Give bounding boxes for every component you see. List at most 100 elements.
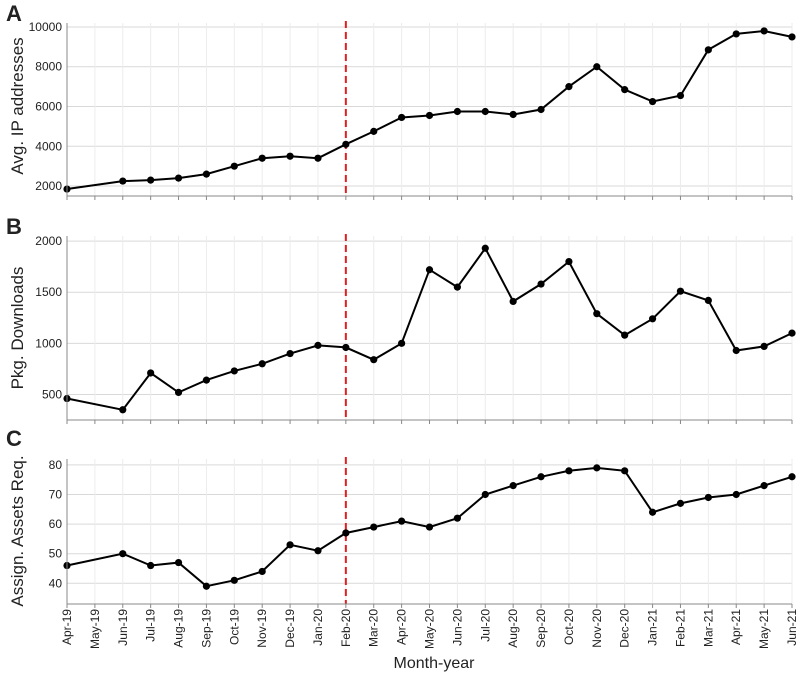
x-tick-label: May-19 — [88, 609, 102, 649]
data-point-b — [342, 343, 350, 352]
data-point-b — [509, 297, 517, 306]
x-tick-label: Jan-21 — [646, 609, 660, 646]
ylabel-a: Avg. IP addresses — [8, 37, 27, 174]
data-point-a — [370, 127, 378, 135]
y-tick-label-c: 40 — [49, 576, 63, 590]
data-point-b — [398, 339, 406, 347]
data-point-a — [565, 83, 573, 91]
y-tick-label-c: 70 — [49, 488, 63, 502]
data-point-b — [760, 342, 768, 350]
data-point-a — [202, 170, 211, 178]
x-tick-label: Aug-19 — [172, 609, 186, 648]
y-tick-label-a: 4000 — [35, 139, 62, 153]
data-point-c — [370, 523, 378, 531]
data-point-a — [258, 154, 266, 162]
x-tick-label: Feb-21 — [673, 609, 687, 647]
data-point-a — [704, 46, 712, 54]
y-tick-label-a: 8000 — [35, 60, 62, 74]
data-point-a — [676, 91, 685, 100]
y-tick-label-c: 50 — [49, 547, 63, 561]
data-point-a — [453, 107, 461, 116]
data-point-b — [314, 341, 322, 349]
data-point-c — [174, 558, 183, 567]
data-point-b — [621, 331, 629, 339]
y-tick-label-a: 10000 — [29, 20, 63, 34]
data-point-a — [509, 110, 517, 119]
series-line-a — [66, 29, 793, 190]
x-tick-label: Nov-20 — [590, 609, 604, 648]
x-axis-ticks: Apr-19 May-19 Jun-19 Jul-19 Aug-19 Sep-19 Oct-… — [60, 609, 799, 649]
y-tick-label-b: 1500 — [35, 285, 62, 299]
data-point-c — [342, 529, 350, 537]
data-point-a — [314, 154, 322, 162]
data-point-a — [230, 162, 238, 170]
x-tick-label: Dec-19 — [283, 609, 297, 648]
series-line-c — [66, 466, 793, 588]
data-point-c — [119, 550, 127, 558]
data-point-c — [788, 473, 796, 481]
data-point-c — [230, 576, 238, 584]
data-point-a — [398, 113, 406, 122]
data-point-a — [119, 177, 127, 185]
data-point-b — [593, 310, 601, 318]
data-point-c — [147, 561, 155, 570]
y-tick-label-b: 500 — [42, 387, 62, 401]
x-tick-label: Nov-19 — [255, 609, 269, 648]
data-point-b — [453, 283, 461, 291]
data-point-c — [732, 490, 740, 499]
data-point-a — [788, 33, 796, 41]
data-point-a — [425, 111, 434, 120]
x-tick-label: Jul-19 — [144, 609, 158, 642]
x-tick-label: Jun-21 — [785, 609, 799, 646]
data-point-a — [648, 97, 657, 106]
x-axis-label: Month-year — [394, 655, 476, 672]
x-tick-label: Mar-21 — [701, 609, 715, 647]
y-tick-label-a: 2000 — [35, 179, 62, 193]
data-point-a — [286, 152, 294, 160]
x-tick-label: Sep-20 — [534, 609, 548, 648]
data-point-c — [481, 490, 489, 499]
data-point-b — [119, 406, 127, 414]
data-point-c — [286, 541, 294, 549]
x-tick-label: May-20 — [423, 609, 437, 649]
data-point-a — [621, 86, 629, 94]
data-point-a — [537, 105, 545, 114]
x-tick-label: Apr-20 — [395, 609, 409, 645]
data-point-b — [732, 346, 740, 355]
x-tick-label: Jul-20 — [478, 609, 492, 642]
data-point-c — [425, 523, 434, 531]
data-point-b — [147, 369, 155, 377]
y-tick-label-b: 2000 — [35, 234, 62, 248]
data-point-c — [453, 514, 461, 522]
x-tick-label: Jun-20 — [450, 609, 464, 646]
panel-b: B Pkg. Downloads 500 1000 1500 2000 — [6, 214, 796, 424]
data-point-b — [370, 356, 378, 364]
data-point-b — [425, 266, 434, 274]
y-tick-label-a: 6000 — [35, 100, 62, 114]
data-point-a — [342, 140, 350, 148]
data-point-b — [258, 360, 266, 368]
data-point-c — [621, 467, 629, 475]
data-point-a — [147, 176, 155, 184]
data-point-b — [286, 349, 294, 358]
panel-label-a: A — [6, 1, 22, 26]
x-tick-label: Apr-19 — [60, 609, 74, 645]
data-point-c — [648, 508, 657, 516]
x-tick-label: Jan-20 — [311, 609, 325, 646]
data-point-c — [258, 567, 266, 576]
series-line-b — [66, 246, 793, 411]
data-point-c — [398, 517, 406, 525]
data-point-b — [537, 280, 545, 288]
x-tick-label: Aug-20 — [506, 609, 520, 648]
panel-a: A Avg. IP addresses 2000 4000 6000 8000 1000… — [6, 1, 796, 200]
data-point-b — [648, 315, 657, 323]
data-point-c — [537, 473, 545, 481]
data-point-b — [704, 296, 712, 304]
x-tick-label: May-21 — [757, 609, 771, 649]
data-point-a — [732, 30, 740, 38]
x-tick-label: Sep-19 — [199, 609, 213, 648]
y-tick-label-b: 1000 — [35, 336, 62, 350]
data-point-c — [676, 499, 685, 507]
ylabel-b: Pkg. Downloads — [8, 267, 27, 390]
